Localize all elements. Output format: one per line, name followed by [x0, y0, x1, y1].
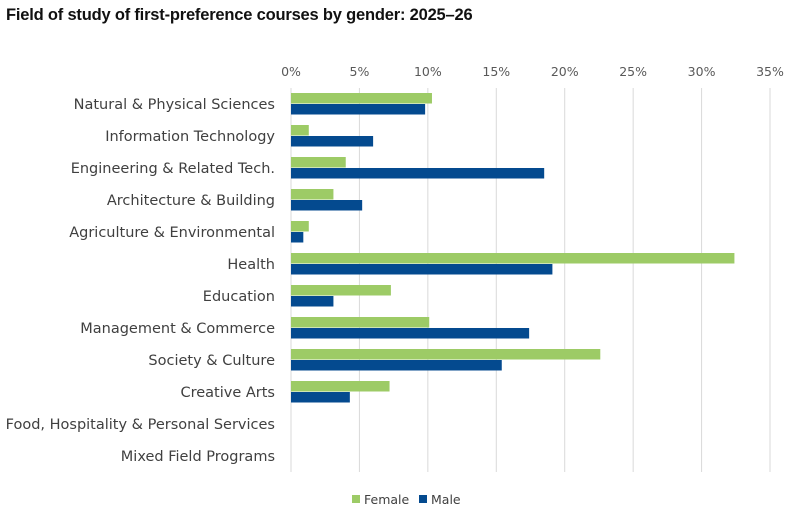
bar-female-9	[291, 381, 390, 392]
category-label: Creative Arts	[180, 385, 275, 401]
bar-female-3	[291, 189, 334, 200]
x-tick-label: 5%	[350, 64, 370, 79]
category-label: Architecture & Building	[107, 193, 275, 209]
bar-female-5	[291, 253, 735, 264]
bar-male-6	[291, 296, 334, 307]
category-label: Mixed Field Programs	[121, 449, 275, 465]
bar-male-8	[291, 360, 502, 371]
bar-female-8	[291, 349, 601, 360]
category-labels: Natural & Physical Sciences Information T…	[6, 97, 276, 465]
category-label: Information Technology	[105, 129, 275, 145]
bar-male-1	[291, 136, 374, 147]
category-label: Natural & Physical Sciences	[74, 97, 275, 113]
x-tick-label: 0%	[281, 64, 301, 79]
bar-male-4	[291, 232, 304, 243]
bar-male-0	[291, 104, 426, 115]
bar-male-2	[291, 168, 545, 179]
x-tick-label: 30%	[688, 64, 716, 79]
bars	[291, 93, 735, 403]
bar-female-6	[291, 285, 391, 296]
category-label: Engineering & Related Tech.	[71, 161, 275, 177]
category-label: Management & Commerce	[80, 321, 275, 337]
bar-female-7	[291, 317, 430, 328]
category-label: Education	[203, 289, 275, 305]
legend-swatch-male	[419, 495, 427, 503]
chart-title: Field of study of first-preference cours…	[6, 6, 473, 24]
x-tick-label: 10%	[414, 64, 442, 79]
x-tick-label: 25%	[619, 64, 647, 79]
legend-swatch-female	[352, 495, 360, 503]
gridlines	[290, 88, 771, 472]
bar-male-5	[291, 264, 553, 275]
x-tick-label: 35%	[756, 64, 784, 79]
bar-female-0	[291, 93, 432, 104]
bar-male-7	[291, 328, 530, 339]
category-label: Society & Culture	[148, 353, 275, 369]
bar-female-4	[291, 221, 309, 232]
bar-male-9	[291, 392, 350, 403]
x-tick-label: 20%	[551, 64, 579, 79]
legend-label-male: Male	[431, 492, 461, 507]
bar-female-1	[291, 125, 309, 136]
category-label: Agriculture & Environmental	[69, 225, 275, 241]
category-label: Food, Hospitality & Personal Services	[6, 417, 275, 433]
x-axis-ticks: 0% 5% 10% 15% 20% 25% 30% 35%	[281, 64, 784, 79]
category-label: Health	[227, 257, 275, 273]
legend: Female Male	[352, 492, 461, 507]
bar-male-3	[291, 200, 363, 211]
legend-label-female: Female	[364, 492, 410, 507]
x-tick-label: 15%	[482, 64, 510, 79]
bar-female-2	[291, 157, 346, 168]
